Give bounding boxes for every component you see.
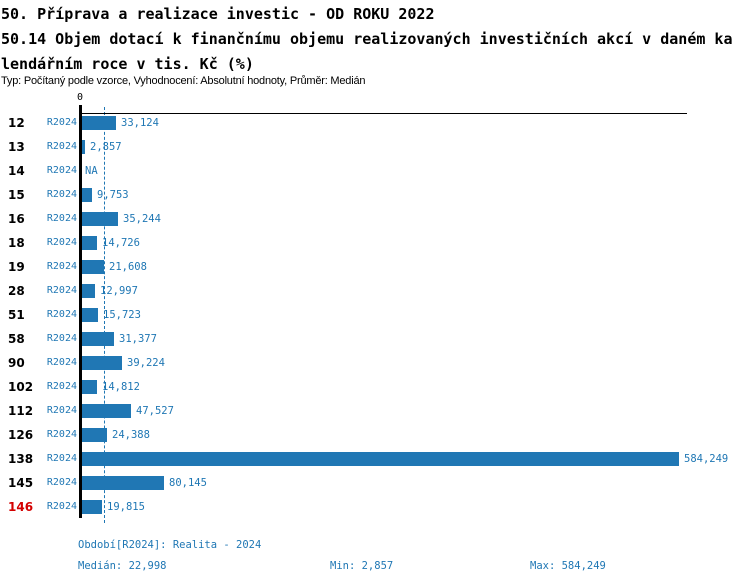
series-label: R2024 (46, 189, 77, 200)
row-number: 145 (8, 476, 34, 490)
series-label: R2024 (46, 141, 77, 152)
chart-row: 19 R2024 21,608 (0, 260, 750, 274)
value-bar (82, 140, 85, 154)
row-number: 13 (8, 140, 25, 154)
chart-row: 18 R2024 14,726 (0, 236, 750, 250)
series-label: R2024 (46, 429, 77, 440)
series-label: R2024 (46, 501, 77, 512)
chart-row: 90 R2024 39,224 (0, 356, 750, 370)
value-bar (82, 452, 679, 466)
series-label: R2024 (46, 381, 77, 392)
chart-row: 51 R2024 15,723 (0, 308, 750, 322)
chart-row: 145 R2024 80,145 (0, 476, 750, 490)
footer-max: Max: 584,249 (530, 560, 606, 572)
row-number: 18 (8, 236, 25, 250)
page-title-line3: lendářním roce v tis. Kč (%) (1, 55, 254, 73)
value-bar (82, 308, 98, 322)
row-number: 90 (8, 356, 25, 370)
value-label: 31,377 (119, 333, 157, 345)
row-number: 28 (8, 284, 25, 298)
value-label: 33,124 (121, 117, 159, 129)
series-label: R2024 (46, 237, 77, 248)
value-bar (82, 404, 131, 418)
chart-row: 102 R2024 14,812 (0, 380, 750, 394)
series-label: R2024 (46, 261, 77, 272)
page-title-line2: 50.14 Objem dotací k finančnímu objemu r… (1, 30, 733, 48)
row-number: 146 (8, 500, 34, 514)
row-number: 51 (8, 308, 25, 322)
x-axis-line (79, 113, 687, 114)
value-label: 584,249 (684, 453, 729, 465)
value-label: 9,753 (97, 189, 129, 201)
row-number: 19 (8, 260, 25, 274)
footer-median: Medián: 22,998 (78, 560, 167, 572)
value-bar (82, 212, 118, 226)
value-bar (82, 356, 122, 370)
value-label: 12,997 (100, 285, 138, 297)
chart-row: 15 R2024 9,753 (0, 188, 750, 202)
value-bar (82, 260, 104, 274)
row-number: 14 (8, 164, 25, 178)
value-bar (82, 380, 97, 394)
value-bar (82, 332, 114, 346)
series-label: R2024 (46, 333, 77, 344)
series-label: R2024 (46, 453, 77, 464)
series-label: R2024 (46, 213, 77, 224)
chart-row: 28 R2024 12,997 (0, 284, 750, 298)
value-bar (82, 428, 107, 442)
value-label: 14,726 (102, 237, 140, 249)
chart-row: 58 R2024 31,377 (0, 332, 750, 346)
row-number: 58 (8, 332, 25, 346)
chart-row: 112 R2024 47,527 (0, 404, 750, 418)
row-number: 102 (8, 380, 34, 394)
series-label: R2024 (46, 477, 77, 488)
footer-min: Min: 2,857 (330, 560, 394, 572)
value-label: 21,608 (109, 261, 147, 273)
row-number: 16 (8, 212, 25, 226)
median-reference-line (104, 107, 105, 523)
series-label: R2024 (46, 117, 77, 128)
value-label: 19,815 (107, 501, 145, 513)
chart-row: 146 R2024 19,815 (0, 500, 750, 514)
series-label: R2024 (46, 285, 77, 296)
chart-row: 138 R2024 584,249 (0, 452, 750, 466)
value-label: 80,145 (169, 477, 207, 489)
value-label: NA (85, 165, 98, 177)
value-label: 2,857 (90, 141, 122, 153)
value-bar (82, 284, 95, 298)
row-number: 112 (8, 404, 34, 418)
value-label: 39,224 (127, 357, 165, 369)
row-number: 126 (8, 428, 34, 442)
series-label: R2024 (46, 405, 77, 416)
series-label: R2024 (46, 357, 77, 368)
value-bar (82, 188, 92, 202)
series-label: R2024 (46, 165, 77, 176)
footer-period: Období[R2024]: Realita - 2024 (78, 539, 262, 551)
value-label: 14,812 (102, 381, 140, 393)
value-label: 47,527 (136, 405, 174, 417)
value-label: 24,388 (112, 429, 150, 441)
chart-row: 16 R2024 35,244 (0, 212, 750, 226)
row-number: 138 (8, 452, 34, 466)
value-label: 15,723 (103, 309, 141, 321)
chart-row: 12 R2024 33,124 (0, 116, 750, 130)
value-bar (82, 236, 97, 250)
page-title-line1: 50. Příprava a realizace investic - OD R… (1, 5, 435, 23)
x-axis-zero-label: 0 (76, 92, 84, 103)
row-number: 15 (8, 188, 25, 202)
chart-row: 13 R2024 2,857 (0, 140, 750, 154)
value-bar (82, 116, 116, 130)
chart-row: 14 R2024 NA (0, 164, 750, 178)
row-number: 12 (8, 116, 25, 130)
y-axis-line (79, 105, 82, 518)
value-label: 35,244 (123, 213, 161, 225)
series-label: R2024 (46, 309, 77, 320)
value-bar (82, 476, 164, 490)
chart-row: 126 R2024 24,388 (0, 428, 750, 442)
value-bar (82, 500, 102, 514)
indicator-meta-line: Typ: Počítaný podle vzorce, Vyhodnocení:… (1, 75, 366, 87)
